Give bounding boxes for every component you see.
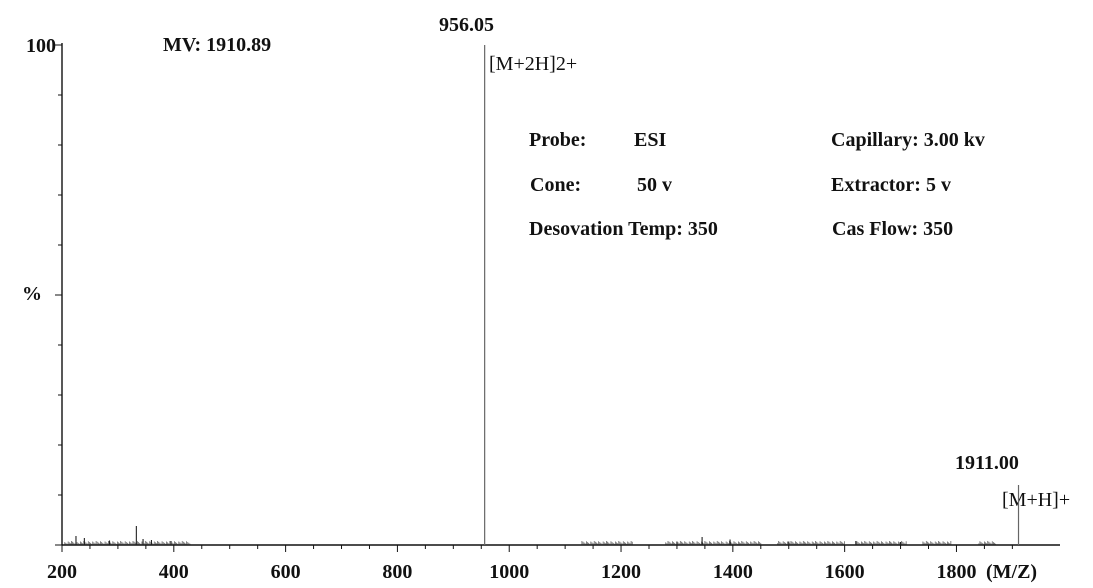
- x-tick-label: 200: [47, 561, 77, 583]
- y-axis-label: %: [22, 283, 42, 305]
- condition-probe-label: Probe:: [529, 129, 586, 151]
- condition-probe-value: ESI: [634, 129, 666, 151]
- x-tick-label: 1600: [825, 561, 865, 583]
- condition-desolvation-temp: Desovation Temp: 350: [529, 218, 718, 240]
- axis-ticks-layer: [55, 44, 1013, 552]
- y-tick-label-top: 100: [26, 35, 56, 57]
- x-tick-label: 600: [271, 561, 301, 583]
- ion-label-secondary: [M+H]+: [1002, 489, 1070, 511]
- condition-capillary: Capillary: 3.00 kv: [831, 129, 985, 151]
- x-tick-label: 1400: [713, 561, 753, 583]
- baseline-noise-layer: [64, 540, 996, 545]
- x-tick-label: 1000: [489, 561, 529, 583]
- condition-cone-label: Cone:: [530, 174, 581, 196]
- ion-label-main: [M+2H]2+: [489, 53, 577, 75]
- condition-extractor: Extractor: 5 v: [831, 174, 951, 196]
- x-tick-labels-layer: 200 400 600 800 1000 1200 1400 1600 1800: [47, 561, 976, 583]
- condition-cas-flow: Cas Flow: 350: [832, 218, 953, 240]
- x-tick-label: 800: [382, 561, 412, 583]
- x-tick-label: 1200: [601, 561, 641, 583]
- peak-label-secondary: 1911.00: [955, 452, 1019, 474]
- x-axis-unit-label: (M/Z): [986, 561, 1037, 583]
- peak-label-main: 956.05: [439, 14, 494, 36]
- condition-cone-value: 50 v: [637, 174, 672, 196]
- spectrum-peaks-layer: [75, 45, 1020, 545]
- mv-annotation: MV: 1910.89: [163, 34, 271, 56]
- x-tick-label: 400: [159, 561, 189, 583]
- x-tick-label: 1800: [936, 561, 976, 583]
